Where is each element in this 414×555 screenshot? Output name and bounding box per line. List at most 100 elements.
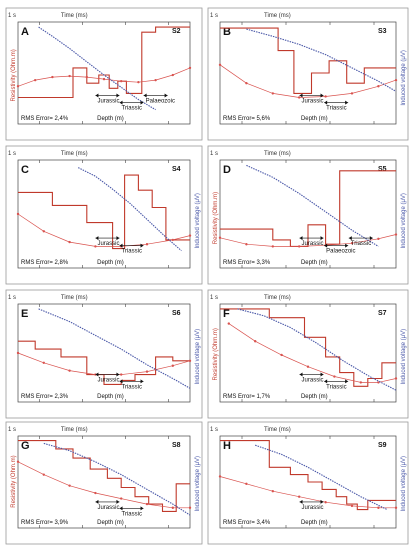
resistivity-data-point [16,460,20,463]
panel-h: 1 s Time (ms) H S9 Induced voltage (μV) Juras… [207,421,409,545]
time-axis-left-label: 1 s [210,151,218,157]
resistivity-data-point [171,364,174,367]
resistivity-data-point [227,322,230,325]
resistivity-data-point [68,74,71,78]
resistivity-data-point [394,233,398,236]
depth-axis-title: Depth (m) [301,394,328,400]
panel-frame [207,7,409,141]
resistivity-data-point [137,80,140,84]
resistivity-data-point [34,78,37,82]
plot-area [17,159,191,269]
voltage-axis-label: Induced voltage (μV) [195,456,201,512]
depth-axis-title: Depth (m) [97,116,124,122]
resistivity-model-line [220,308,396,387]
resistivity-data-point [377,237,380,241]
induced-voltage-curve [43,442,191,516]
apparent-resistivity-curve [17,67,191,87]
resistivity-model-line [220,27,396,94]
panel-letter: A [21,26,29,38]
resistivity-data-point [188,234,192,237]
depth-axis-title: Depth (m) [301,520,328,526]
resistivity-data-point [42,230,45,233]
resistivity-data-point [171,506,174,509]
resistivity-data-point [271,490,274,493]
layer-label-triassic: Triassic [122,511,142,517]
induced-voltage-curve [38,26,156,111]
resistivity-data-point [218,475,222,478]
resistivity-data-point [16,351,20,355]
resistivity-data-point [94,373,97,376]
station-label: S6 [172,310,181,317]
panel-g: 1 s Time (ms) G S8 Resistivity (Ohm.m) Induce… [5,421,203,545]
resistivity-data-point [120,373,123,376]
resistivity-data-point [324,501,327,504]
rms-error-label: RMS Error= 2,8% [21,260,69,266]
resistivity-data-point [350,241,354,245]
layer-label-jurassic: Jurassic [97,505,119,511]
time-axis-title: Time (ms) [61,295,88,301]
plot-area [219,21,397,125]
resistivity-data-point [324,95,327,98]
voltage-axis-label: Induced voltage (μV) [195,329,201,385]
panel-letter: F [223,308,230,320]
resistivity-data-point [359,381,362,384]
layer-label-jurassic: Jurassic [302,241,324,247]
layer-label-jurassic: Jurassic [302,99,324,105]
station-label: S7 [378,310,387,317]
resistivity-data-point [394,377,398,380]
resistivity-data-point [218,63,222,67]
apparent-resistivity-curve [17,461,190,509]
panel-letter: C [21,164,29,176]
plot-area [219,159,397,269]
time-axis-left-label: 1 s [8,13,16,19]
resistivity-data-point [145,243,149,246]
resistivity-model-line [220,440,396,511]
resistivity-axis-label: Resistivity (Ohm.m) [213,328,219,380]
resistivity-data-point [218,236,222,239]
panel-frame [5,289,203,419]
time-axis-title: Time (ms) [61,427,88,433]
induced-voltage-curve [246,164,379,247]
depth-axis-title: Depth (m) [97,520,124,526]
panel-letter: D [223,164,231,176]
layer-label-triassic: Triassic [122,249,142,255]
depth-axis-title: Depth (m) [97,394,124,400]
rms-error-label: RMS Error= 3,3% [223,260,271,266]
resistivity-model-line [220,170,396,247]
resistivity-data-point [298,495,301,498]
resistivity-data-point [271,92,274,95]
time-axis-left-label: 1 s [8,151,16,157]
resistivity-data-point [85,75,89,79]
time-axis-title: Time (ms) [264,151,291,157]
resistivity-data-point [280,353,283,357]
resistivity-data-point [350,92,354,95]
resistivity-data-point [254,340,257,343]
panel-c: 1 s Time (ms) C S4 Induced voltage (μV) Juras… [5,145,203,285]
resistivity-data-point [120,497,123,500]
voltage-axis-label: Induced voltage (μV) [195,193,201,249]
resistivity-data-point [394,78,398,82]
resistivity-axis-label: Resistivity (Ohm.m) [11,455,17,507]
rms-error-label: RMS Error= 2,3% [21,394,69,400]
resistivity-axis-label: Resistivity (Ohm.m) [11,49,17,101]
time-axis-title: Time (ms) [264,427,291,433]
plot-area [219,303,397,403]
apparent-resistivity-curve [219,476,396,509]
resistivity-data-point [94,491,97,495]
resistivity-data-point [298,245,301,248]
panel-frame [5,145,203,285]
layer-label-triassic: Triassic [326,384,346,390]
panel-e: 1 s Time (ms) E S6 Induced voltage (μV) Juras… [5,289,203,419]
resistivity-data-point [188,66,192,70]
station-label: S2 [172,28,181,35]
resistivity-axis-label: Resistivity (Ohm.m) [213,192,219,244]
rms-error-label: RMS Error= 3,9% [21,520,69,526]
station-label: S4 [172,166,181,173]
resistivity-data-point [145,370,149,373]
layer-label-palaeozoic: Palaeozoic [146,99,175,105]
depth-axis-title: Depth (m) [97,260,124,266]
voltage-axis-label: Induced voltage (μV) [401,329,407,385]
resistivity-data-point [16,85,20,88]
station-label: S8 [172,442,181,449]
